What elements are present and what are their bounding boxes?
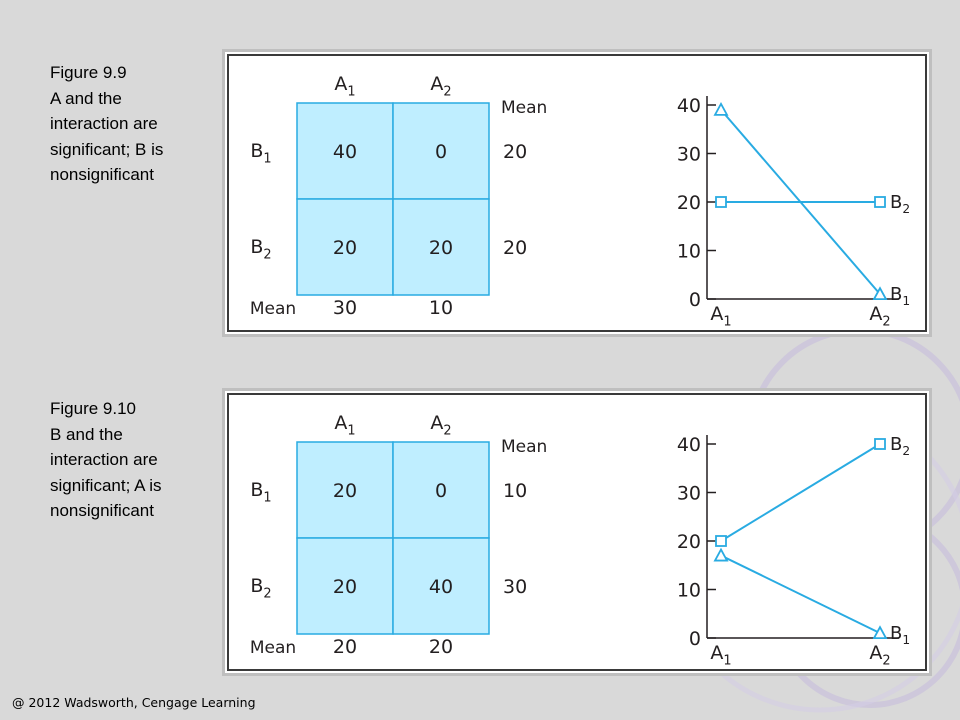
cell-value: 40 — [333, 141, 357, 163]
table-cell — [392, 537, 490, 635]
column-mean-value: 10 — [429, 297, 453, 319]
square-marker — [874, 438, 886, 450]
figure-9-10-panel: 20 0 20 40 A1 A2 B1 B2 Mean 10 30 Mean 20 20 0 10 20 30 40… — [222, 388, 932, 676]
triangle-marker — [872, 625, 888, 640]
caption-line: significant; A is — [50, 475, 162, 495]
column-mean-value: 20 — [429, 636, 453, 658]
series-label: B2 — [890, 434, 910, 458]
table-cell — [392, 102, 490, 200]
cell-value: 20 — [333, 480, 357, 502]
copyright-footer: @ 2012 Wadsworth, Cengage Learning — [12, 695, 256, 710]
y-tick-label: 40 — [677, 95, 701, 117]
table-cell — [392, 198, 490, 296]
caption-line: interaction are — [50, 114, 158, 133]
figure-panel-frame: 40 0 20 20 A1 A2 B1 B2 Mean 20 20 Mean 30 10 0 10 20 30 40… — [227, 54, 927, 332]
figure-9-10-caption: Figure 9.10 B and the interaction are si… — [50, 396, 215, 524]
cell-value: 20 — [333, 576, 357, 598]
table-cell — [296, 102, 394, 200]
row-label: B1 — [250, 479, 271, 505]
row-label: B2 — [250, 575, 271, 601]
x-tick-label: A2 — [869, 642, 890, 668]
square-marker — [715, 535, 727, 547]
series-line-B1 — [720, 554, 881, 635]
caption-line: significant; B is — [50, 139, 164, 159]
figure-panel-frame: 20 0 20 40 A1 A2 B1 B2 Mean 10 30 Mean 20 20 0 10 20 30 40… — [227, 393, 927, 671]
cell-value: 40 — [429, 576, 453, 598]
y-tick-label: 0 — [689, 289, 701, 311]
caption-line: Figure 9.10 — [50, 399, 136, 418]
caption-line: Figure 9.9 — [50, 63, 127, 82]
cell-value: 20 — [429, 237, 453, 259]
column-label: A2 — [430, 73, 451, 99]
square-marker — [874, 196, 886, 208]
series-line-B2 — [720, 443, 881, 542]
column-label: A1 — [334, 412, 355, 438]
series-label: B2 — [890, 192, 910, 216]
column-mean-header: Mean — [250, 638, 296, 658]
caption-line: B and the — [50, 424, 123, 444]
y-tick-label: 0 — [689, 628, 701, 650]
series-label: B1 — [890, 284, 910, 308]
y-tick-label: 10 — [677, 241, 701, 263]
row-label: B2 — [250, 236, 271, 262]
y-tick-label: 40 — [677, 434, 701, 456]
caption-line: A and the — [50, 88, 122, 108]
y-tick-label: 20 — [677, 192, 701, 214]
row-mean-value: 20 — [503, 237, 527, 259]
row-mean-value: 10 — [503, 480, 527, 502]
triangle-marker — [713, 101, 729, 116]
x-tick-label: A2 — [869, 303, 890, 329]
caption-line: interaction are — [50, 450, 158, 469]
row-mean-value: 30 — [503, 576, 527, 598]
column-mean-header: Mean — [250, 299, 296, 319]
table-cell — [296, 198, 394, 296]
column-label: A2 — [430, 412, 451, 438]
series-label: B1 — [890, 623, 910, 647]
y-tick-label: 20 — [677, 531, 701, 553]
figure-9-9-caption: Figure 9.9 A and the interaction are sig… — [50, 60, 215, 188]
y-tick-label: 10 — [677, 580, 701, 602]
caption-line: nonsignificant — [50, 501, 154, 520]
caption-line: nonsignificant — [50, 165, 154, 184]
column-mean-value: 30 — [333, 297, 357, 319]
cell-value: 0 — [435, 480, 447, 502]
row-mean-value: 20 — [503, 141, 527, 163]
figure-9-9-panel: 40 0 20 20 A1 A2 B1 B2 Mean 20 20 Mean 30 10 0 10 20 30 40… — [222, 49, 932, 337]
row-label: B1 — [250, 140, 271, 166]
x-tick-label: A1 — [710, 642, 731, 668]
triangle-marker — [872, 286, 888, 301]
x-tick-label: A1 — [710, 303, 731, 329]
table-cell — [296, 537, 394, 635]
triangle-marker — [713, 547, 729, 562]
table-cell — [392, 441, 490, 539]
cell-value: 0 — [435, 141, 447, 163]
y-tick-label: 30 — [677, 483, 701, 505]
row-mean-header: Mean — [501, 437, 547, 457]
y-tick-label: 30 — [677, 144, 701, 166]
row-mean-header: Mean — [501, 98, 547, 118]
cell-value: 20 — [333, 237, 357, 259]
column-mean-value: 20 — [333, 636, 357, 658]
column-label: A1 — [334, 73, 355, 99]
square-marker — [715, 196, 727, 208]
